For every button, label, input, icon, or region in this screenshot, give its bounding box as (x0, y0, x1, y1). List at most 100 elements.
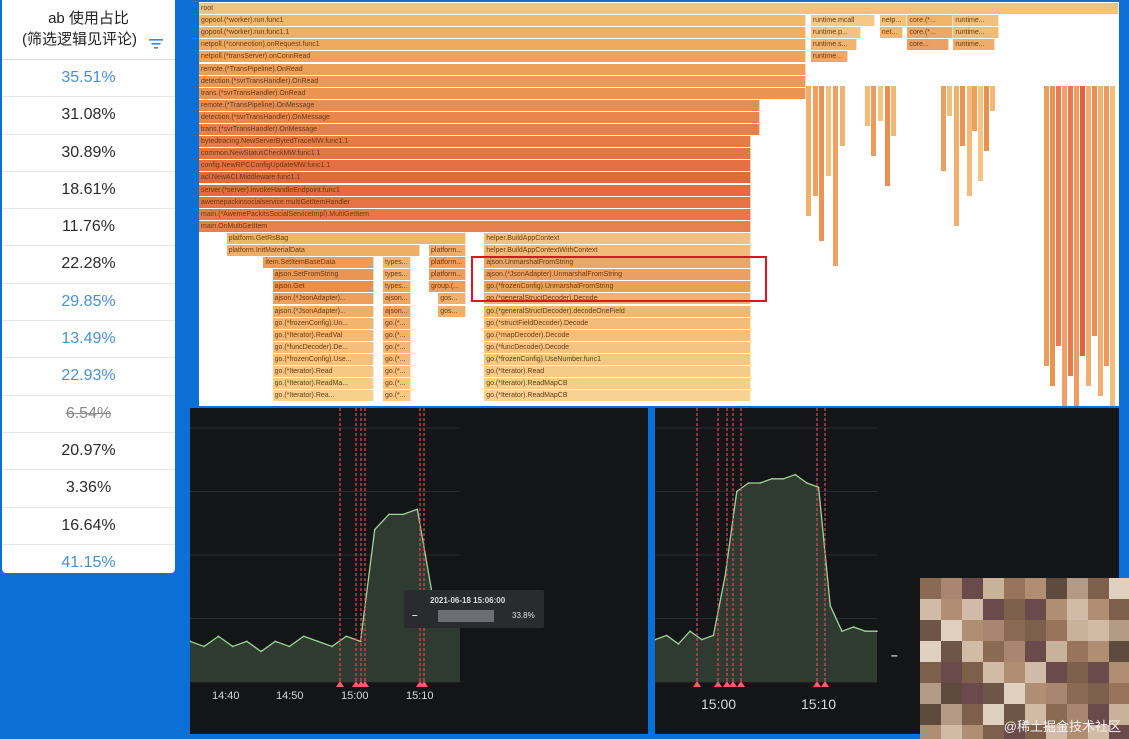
flame-frame[interactable]: group.(... (429, 281, 466, 293)
flame-frame[interactable]: go.(*generalStructDecoder).decodeOneFiel… (484, 305, 751, 317)
flame-frame[interactable]: gos... (438, 305, 466, 317)
flame-frame[interactable]: ajson.Get (272, 281, 374, 293)
flame-frame[interactable]: go.(*... (383, 317, 411, 329)
flame-frame[interactable]: runtime... (953, 27, 1000, 39)
flame-frame[interactable]: common.NewStatusCheckMW.func1.1 (199, 148, 751, 160)
flame-frame[interactable]: go.(*frozenConfig).Use... (272, 353, 374, 365)
flame-frame[interactable]: go.(*frozenConfig).UseNumber.func1 (484, 353, 751, 365)
flame-frame[interactable]: helper.BuildAppContext (484, 232, 751, 244)
flame-frame[interactable]: core.(*... (907, 27, 954, 39)
table-row[interactable]: 22.28% (2, 246, 175, 284)
flame-frame[interactable]: runtime.mcall (810, 15, 876, 27)
flame-frame[interactable]: netpoll.(*connection).onRequest.func1 (199, 39, 807, 51)
annotation-marker-head[interactable] (420, 681, 428, 687)
flame-frame[interactable]: go.(*frozenConfig).UnmarshalFromString (484, 281, 751, 293)
filter-icon[interactable] (149, 38, 163, 50)
flame-frame[interactable]: types... (383, 281, 411, 293)
annotation-marker-head[interactable] (336, 681, 344, 687)
flame-frame[interactable]: awemepackinsocialservice.multiGetItemHan… (199, 196, 751, 208)
flame-frame[interactable]: runtime.s... (810, 39, 857, 51)
table-row[interactable]: 16.64% (2, 508, 175, 545)
flame-frame[interactable]: root (199, 3, 1119, 14)
flame-frame[interactable]: go.(*Iterator).Read (484, 366, 751, 377)
table-row[interactable]: 20.97% (2, 433, 175, 471)
flame-frame[interactable]: acl.NewACLMiddleware.func1.1 (199, 172, 751, 184)
flame-frame[interactable]: config.NewRPCConfigUpdateMW.func1.1 (199, 160, 751, 172)
flame-frame[interactable]: platform.InitMaterialData (226, 245, 420, 256)
flame-frame[interactable]: trans.(*svrTransHandler).OnRead (199, 87, 807, 99)
flame-frame[interactable]: trans.(*svrTransHandler).OnMessage (199, 124, 761, 135)
flame-frame[interactable]: detection.(*svrTransHandler).OnMessage (199, 111, 761, 123)
flame-frame[interactable]: ajson.SetFromString (272, 269, 374, 281)
annotation-marker-head[interactable] (723, 681, 731, 687)
annotation-marker-head[interactable] (737, 681, 745, 687)
flame-frame[interactable]: platform... (429, 257, 466, 269)
table-row[interactable]: 29.85% (2, 284, 175, 322)
annotation-marker-head[interactable] (821, 681, 829, 687)
flame-frame[interactable]: remote.(*TransPipeline).OnMessage (199, 99, 761, 111)
flame-frame[interactable]: main.OnMultiGetItem (199, 220, 751, 232)
flame-frame[interactable]: ajson... (383, 293, 411, 305)
flame-frame[interactable]: go.(*mapDecoder).Decode (484, 329, 751, 341)
flame-frame[interactable]: platform.GetRsBag (226, 232, 466, 244)
table-row[interactable]: 31.08% (2, 97, 175, 135)
flame-frame[interactable]: go.(*frozenConfig).Un... (272, 317, 374, 329)
flame-frame[interactable]: runtime... (953, 15, 1000, 27)
flame-frame[interactable]: go.(*funcDecoder).Decode (484, 341, 751, 353)
flame-frame[interactable]: ajson.(*JsonAdapter)... (272, 305, 374, 317)
flame-frame[interactable]: runtime... (953, 39, 995, 51)
annotation-marker-head[interactable] (729, 681, 737, 687)
flame-frame[interactable]: types... (383, 257, 411, 269)
annotation-marker-head[interactable] (693, 681, 701, 687)
flame-frame[interactable]: go.(*funcDecoder).De... (272, 341, 374, 353)
flame-frame[interactable]: go.(*Iterator).ReadMa... (272, 378, 374, 390)
flame-frame[interactable]: ajson... (383, 305, 411, 317)
flame-frame[interactable]: go.(*generalStructDecoder).Decode (484, 293, 751, 305)
table-row[interactable]: 18.61% (2, 172, 175, 210)
table-row[interactable]: 22.93% (2, 358, 175, 396)
flame-frame[interactable]: go.(*Iterator).ReadMapCB (484, 378, 751, 390)
flame-frame[interactable]: server.(*server).invokeHandleEndpoint.fu… (199, 184, 751, 196)
flame-frame[interactable]: ajson.(*JsonAdapter)... (272, 293, 374, 305)
flame-frame[interactable]: go.(*... (383, 353, 411, 365)
flame-frame[interactable]: go.(*... (383, 390, 411, 402)
table-row[interactable]: 30.89% (2, 135, 175, 172)
table-row[interactable]: 6.54% (2, 396, 175, 433)
flame-frame[interactable]: go.(*Iterator).Rea... (272, 390, 374, 402)
flame-frame[interactable]: go.(*... (383, 329, 411, 341)
flame-frame[interactable]: netp... (879, 15, 908, 27)
table-row[interactable]: 13.49% (2, 321, 175, 359)
annotation-marker-head[interactable] (813, 681, 821, 687)
flame-frame[interactable]: types... (383, 269, 411, 281)
flame-frame[interactable]: main.(*AwemePackItsSocialServiceImpl).Mu… (199, 208, 751, 220)
flame-frame[interactable]: ajson.(*JsonAdapter).UnmarshalFromString (484, 269, 751, 281)
flame-frame[interactable]: net... (879, 27, 903, 39)
flame-frame[interactable]: go.(*Iterator).ReadVal (272, 329, 374, 341)
flame-frame[interactable]: go.(*... (383, 378, 411, 390)
cpu-chart-left[interactable]: 14:40 14:50 15:00 15:10 2021-06-18 15:06:00… (190, 408, 648, 734)
flame-frame[interactable]: gopool.(*worker).run.func1.1 (199, 27, 807, 39)
table-row[interactable]: 41.15% (2, 545, 175, 573)
flame-frame[interactable]: platform... (429, 269, 466, 281)
flame-frame[interactable]: platform... (429, 245, 466, 256)
flame-frame[interactable]: go.(*Iterator).Read (272, 366, 374, 377)
flame-frame[interactable]: go.(*... (383, 341, 411, 353)
flame-frame[interactable]: runtime... (810, 51, 848, 63)
flame-frame[interactable]: gopool.(*worker).run.func1 (199, 15, 807, 27)
flame-frame[interactable]: go.(*structFieldDecoder).Decode (484, 317, 751, 329)
flame-frame[interactable]: bytedtracing.NewServerBytedTraceMW.func1… (199, 136, 751, 148)
cpu-chart-right[interactable]: 15:00 15:10 – (655, 408, 1119, 734)
table-row[interactable]: 11.76% (2, 209, 175, 247)
flame-frame[interactable]: helper.BuildAppContextWithContext (484, 245, 751, 256)
flame-frame[interactable]: go.(*Iterator).ReadMapCB (484, 390, 751, 402)
flame-frame[interactable]: remote.(*TransPipeline).OnRead (199, 63, 807, 75)
table-row[interactable]: 3.36% (2, 470, 175, 508)
flame-frame[interactable]: item.SetItemBaseData (263, 257, 374, 269)
table-header[interactable]: ab 使用占比 (筛选逻辑见评论) (2, 0, 175, 60)
table-row[interactable]: 35.51% (2, 60, 175, 98)
flame-frame[interactable]: runtime.p... (810, 27, 862, 39)
flame-frame[interactable]: ajson.UnmarshalFromString (484, 257, 751, 269)
flame-frame[interactable]: go.(*... (383, 366, 411, 377)
annotation-marker-head[interactable] (361, 681, 369, 687)
flame-frame[interactable]: detection.(*svrTransHandler).OnRead (199, 75, 807, 87)
